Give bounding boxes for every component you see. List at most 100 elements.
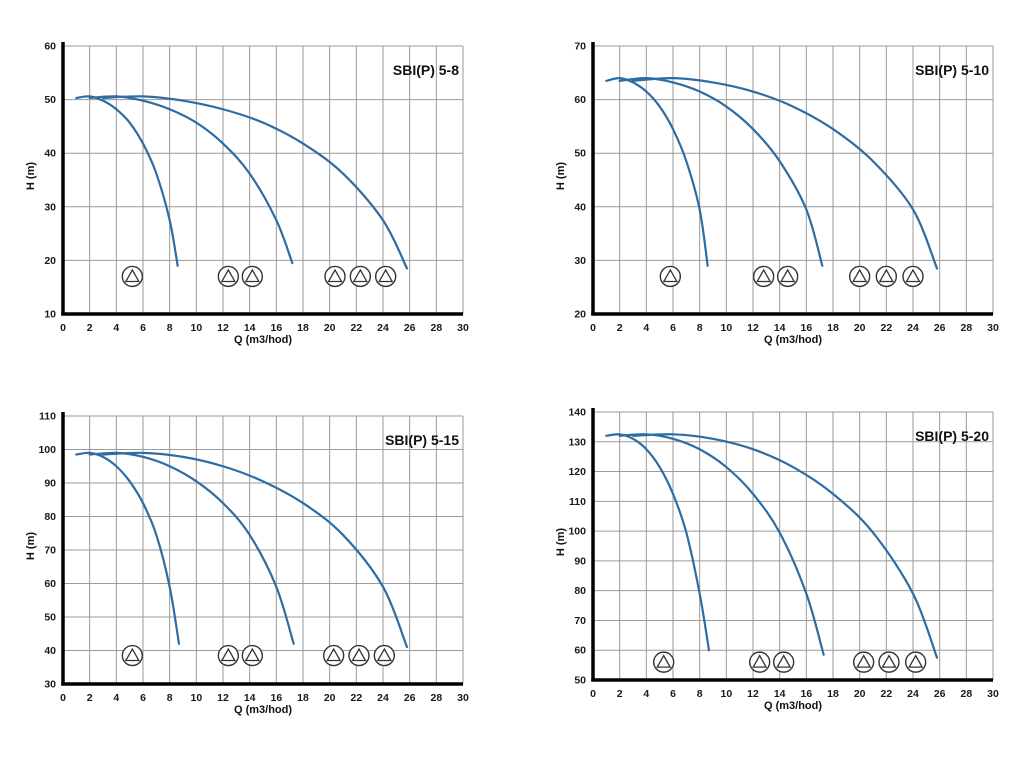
- svg-text:10: 10: [190, 322, 202, 334]
- svg-text:50: 50: [44, 612, 56, 624]
- svg-text:0: 0: [590, 322, 596, 334]
- svg-text:50: 50: [574, 675, 586, 687]
- y-axis-label: H (m): [25, 161, 37, 191]
- svg-text:10: 10: [44, 309, 56, 321]
- svg-text:14: 14: [244, 322, 256, 334]
- svg-text:2: 2: [617, 688, 623, 700]
- svg-text:4: 4: [643, 688, 649, 700]
- svg-text:18: 18: [827, 688, 839, 700]
- chart-sbip-5-15: 0 2 4 6 8 10 12 14 16 18 20 22 24 26 28 30 30 40 50 60 70 80 9…: [15, 402, 485, 742]
- svg-text:70: 70: [574, 615, 586, 627]
- svg-text:26: 26: [934, 322, 946, 334]
- svg-text:24: 24: [377, 692, 389, 704]
- svg-text:60: 60: [44, 41, 56, 53]
- y-axis-label: H (m): [25, 531, 37, 561]
- svg-text:20: 20: [854, 322, 866, 334]
- svg-text:70: 70: [574, 41, 586, 53]
- svg-text:8: 8: [167, 322, 173, 334]
- svg-text:28: 28: [430, 692, 442, 704]
- chart-canvas: 0 2 4 6 8 10 12 14 16 18 20 22 24 26 28 30 10 20 30 40 50 60: [15, 32, 475, 367]
- svg-text:8: 8: [697, 322, 703, 334]
- svg-text:22: 22: [880, 688, 892, 700]
- svg-text:26: 26: [404, 322, 416, 334]
- svg-text:12: 12: [747, 322, 759, 334]
- svg-text:80: 80: [574, 585, 586, 597]
- svg-text:2: 2: [87, 692, 93, 704]
- svg-text:70: 70: [44, 545, 56, 557]
- svg-text:110: 110: [569, 496, 586, 508]
- svg-text:24: 24: [907, 688, 919, 700]
- svg-text:90: 90: [44, 478, 56, 490]
- svg-text:30: 30: [987, 688, 999, 700]
- svg-text:0: 0: [60, 692, 66, 704]
- x-axis-label: Q (m3/hod): [233, 704, 293, 716]
- svg-text:24: 24: [377, 322, 389, 334]
- chart-canvas: 0 2 4 6 8 10 12 14 16 18 20 22 24 26 28 30 30 40 50 60 70 80 9…: [15, 402, 475, 737]
- svg-text:10: 10: [190, 692, 202, 704]
- svg-text:40: 40: [44, 645, 56, 657]
- svg-text:22: 22: [350, 692, 362, 704]
- svg-text:8: 8: [167, 692, 173, 704]
- svg-text:30: 30: [44, 201, 56, 213]
- chart-canvas: 0 2 4 6 8 10 12 14 16 18 20 22 24 26 28 30 20 30 40 50 60 70: [545, 32, 1005, 367]
- svg-text:60: 60: [44, 578, 56, 590]
- svg-text:22: 22: [350, 322, 362, 334]
- chart-sbip-5-10: 0 2 4 6 8 10 12 14 16 18 20 22 24 26 28 30 20 30 40 50 60 70 …: [545, 32, 1015, 372]
- svg-text:0: 0: [60, 322, 66, 334]
- svg-text:0: 0: [590, 688, 596, 700]
- svg-text:30: 30: [457, 322, 469, 334]
- svg-text:14: 14: [244, 692, 256, 704]
- svg-text:2: 2: [87, 322, 93, 334]
- svg-text:18: 18: [297, 322, 309, 334]
- svg-text:140: 140: [568, 407, 586, 419]
- svg-text:18: 18: [827, 322, 839, 334]
- svg-text:30: 30: [574, 255, 586, 267]
- svg-text:40: 40: [574, 201, 586, 213]
- svg-text:28: 28: [430, 322, 442, 334]
- chart-title: SBI(P) 5-20: [915, 428, 989, 444]
- svg-text:80: 80: [44, 511, 56, 523]
- svg-text:4: 4: [113, 322, 119, 334]
- svg-text:26: 26: [934, 688, 946, 700]
- svg-text:6: 6: [140, 692, 146, 704]
- svg-text:30: 30: [457, 692, 469, 704]
- svg-text:22: 22: [880, 322, 892, 334]
- svg-text:26: 26: [404, 692, 416, 704]
- svg-text:18: 18: [297, 692, 309, 704]
- svg-text:130: 130: [568, 436, 586, 448]
- chart-sbip-5-20: 0 2 4 6 8 10 12 14 16 18 20 22 24 26 28 30 50 60 70 80 90 100…: [545, 398, 1015, 738]
- svg-text:8: 8: [697, 688, 703, 700]
- x-axis-label: Q (m3/hod): [763, 700, 823, 712]
- svg-text:20: 20: [574, 309, 586, 321]
- svg-text:6: 6: [140, 322, 146, 334]
- chart-canvas: 0 2 4 6 8 10 12 14 16 18 20 22 24 26 28 30 50 60 70 80 90 100…: [545, 398, 1005, 733]
- svg-text:90: 90: [574, 555, 586, 567]
- svg-text:30: 30: [987, 322, 999, 334]
- svg-text:60: 60: [574, 645, 586, 657]
- svg-text:120: 120: [568, 466, 586, 478]
- svg-text:50: 50: [44, 94, 56, 106]
- svg-text:28: 28: [960, 322, 972, 334]
- svg-text:10: 10: [720, 688, 732, 700]
- svg-text:100: 100: [38, 444, 56, 456]
- svg-text:20: 20: [324, 322, 336, 334]
- svg-text:20: 20: [854, 688, 866, 700]
- svg-text:14: 14: [774, 322, 786, 334]
- svg-text:28: 28: [960, 688, 972, 700]
- y-axis-label: H (m): [555, 527, 567, 557]
- svg-text:16: 16: [270, 692, 282, 704]
- svg-text:12: 12: [217, 322, 229, 334]
- svg-text:4: 4: [643, 322, 649, 334]
- svg-text:6: 6: [670, 322, 676, 334]
- svg-text:40: 40: [44, 148, 56, 160]
- svg-text:4: 4: [113, 692, 119, 704]
- svg-text:30: 30: [44, 679, 56, 691]
- svg-text:10: 10: [720, 322, 732, 334]
- x-axis-label: Q (m3/hod): [763, 334, 823, 346]
- svg-text:6: 6: [670, 688, 676, 700]
- svg-text:14: 14: [774, 688, 786, 700]
- svg-text:20: 20: [44, 255, 56, 267]
- chart-sbip-5-8: 0 2 4 6 8 10 12 14 16 18 20 22 24 26 28 30 10 20 30 40 50 60 …: [15, 32, 485, 372]
- chart-title: SBI(P) 5-10: [915, 62, 989, 78]
